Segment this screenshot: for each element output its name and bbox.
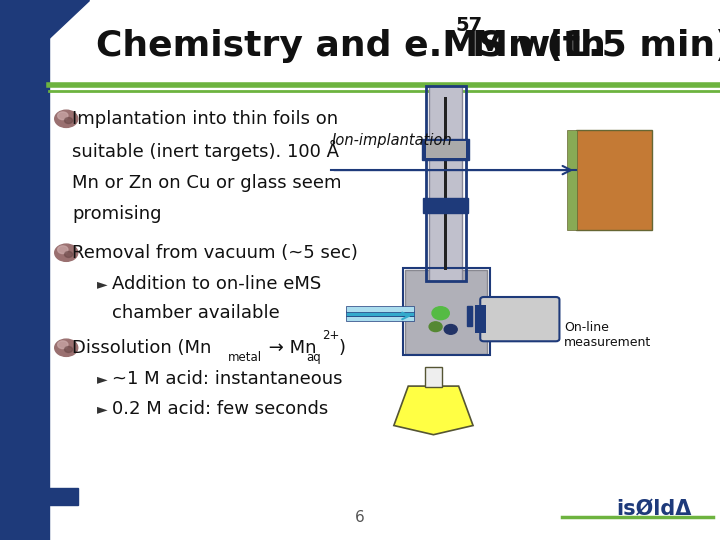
- Text: ~1 M acid: instantaneous: ~1 M acid: instantaneous: [112, 370, 342, 388]
- Text: ►: ►: [97, 402, 108, 416]
- Bar: [429, 86, 462, 281]
- Text: chamber available: chamber available: [112, 303, 279, 322]
- Bar: [567, 130, 577, 230]
- Text: isØldΔ: isØldΔ: [616, 498, 691, 519]
- Circle shape: [444, 325, 457, 334]
- Text: Implantation into thin foils on: Implantation into thin foils on: [72, 110, 338, 128]
- Bar: [0, 0, 49, 540]
- Bar: [444, 97, 447, 270]
- Bar: [423, 198, 468, 213]
- FancyBboxPatch shape: [480, 297, 559, 341]
- Text: 57: 57: [456, 16, 483, 35]
- Polygon shape: [394, 386, 473, 435]
- Text: 2+: 2+: [323, 329, 340, 342]
- Bar: [49, 488, 78, 505]
- Bar: [576, 130, 652, 230]
- Circle shape: [55, 110, 78, 127]
- Text: ►: ►: [97, 277, 108, 291]
- Text: On-line
measurement: On-line measurement: [564, 321, 651, 349]
- Bar: [405, 270, 487, 354]
- Text: suitable (inert targets). 100 Å: suitable (inert targets). 100 Å: [72, 140, 339, 161]
- Text: Dissolution (Mn: Dissolution (Mn: [72, 339, 212, 357]
- Text: Ion-implantation: Ion-implantation: [331, 133, 452, 148]
- Bar: [346, 306, 414, 312]
- Text: → Mn: → Mn: [263, 339, 316, 357]
- Text: Removal from vacuum (~5 sec): Removal from vacuum (~5 sec): [72, 244, 358, 262]
- Polygon shape: [0, 0, 89, 84]
- Text: promising: promising: [72, 205, 161, 224]
- Circle shape: [65, 118, 73, 124]
- Circle shape: [55, 244, 78, 261]
- Bar: [425, 367, 442, 387]
- Circle shape: [55, 339, 78, 356]
- Text: aq: aq: [307, 351, 321, 364]
- Circle shape: [58, 341, 68, 349]
- Bar: [426, 141, 466, 158]
- Circle shape: [65, 252, 73, 258]
- Bar: [422, 139, 469, 160]
- Polygon shape: [475, 305, 486, 333]
- Bar: [403, 268, 490, 355]
- Circle shape: [432, 307, 449, 320]
- Text: Chemistry and e.MS with: Chemistry and e.MS with: [96, 29, 618, 63]
- Text: ►: ►: [97, 372, 108, 386]
- Text: metal: metal: [228, 351, 261, 364]
- Circle shape: [58, 112, 68, 120]
- Circle shape: [58, 246, 68, 254]
- Text: Mn (1.5 min): Mn (1.5 min): [472, 29, 720, 63]
- Text: ): ): [338, 339, 346, 357]
- Text: Addition to on-line eMS: Addition to on-line eMS: [112, 275, 321, 293]
- Bar: [346, 316, 414, 321]
- Bar: [426, 86, 466, 281]
- Text: Mn or Zn on Cu or glass seem: Mn or Zn on Cu or glass seem: [72, 173, 341, 192]
- Circle shape: [429, 322, 442, 332]
- Text: 6: 6: [355, 510, 365, 525]
- Bar: [346, 311, 414, 316]
- Circle shape: [65, 347, 73, 353]
- Text: 0.2 M acid: few seconds: 0.2 M acid: few seconds: [112, 400, 328, 418]
- Polygon shape: [467, 306, 472, 326]
